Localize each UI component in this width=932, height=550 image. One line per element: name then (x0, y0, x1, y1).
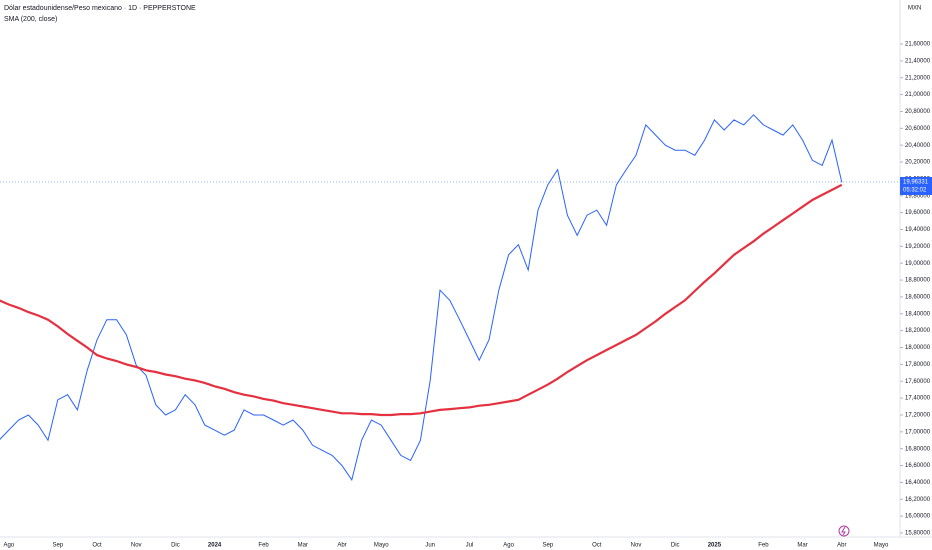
price-tag-countdown: 05:32:02 (903, 188, 927, 194)
y-tick-label: 19,80000 (905, 193, 931, 199)
x-tick-label: Feb (758, 543, 769, 549)
x-tick-label: Oct (592, 543, 602, 549)
y-tick-label: 17,00000 (905, 429, 931, 435)
price-tag-value: 19,96331 (903, 180, 929, 186)
event-icon (838, 525, 850, 537)
x-tick-label: 2025 (708, 543, 722, 549)
x-tick-label: Jul (466, 543, 474, 549)
y-tick-label: 19,00000 (905, 261, 931, 267)
sma-line (0, 183, 843, 417)
y-tick-label: 18,80000 (905, 278, 931, 284)
y-tick-label: 21,20000 (905, 75, 931, 81)
x-tick-label: Nov (131, 543, 142, 549)
indicator-label: SMA (200, close) (4, 16, 57, 23)
y-tick-label: 18,60000 (905, 295, 931, 301)
x-tick-label: Mayo (374, 543, 389, 549)
x-tick-label: Abr (337, 543, 346, 549)
plot (0, 114, 900, 482)
y-tick-label: 21,60000 (905, 42, 931, 48)
x-tick-label: Ago (503, 543, 514, 549)
y-tick-label: 15,80000 (905, 531, 931, 537)
y-tick-label: 20,40000 (905, 143, 931, 149)
x-tick-label: Nov (631, 543, 642, 549)
y-tick-label: 17,80000 (905, 362, 931, 368)
y-tick-label: 21,00000 (905, 92, 931, 98)
currency: MXN (908, 6, 921, 12)
y-tick-label: 17,60000 (905, 379, 931, 385)
y-tick-label: 19,60000 (905, 210, 931, 216)
y-tick-label: 16,80000 (905, 446, 931, 452)
x-tick-label: Jun (425, 543, 435, 549)
x-tick-label: Dic (671, 543, 680, 549)
x-tick-label: Abr (837, 543, 846, 549)
x-tick-label: 2024 (208, 543, 222, 549)
y-tick-label: 20,60000 (905, 126, 931, 132)
x-tick-label: Mayo (874, 543, 889, 549)
x-tick-label: Mar (298, 543, 308, 549)
y-tick-label: 16,40000 (905, 480, 931, 486)
x-tick-label: Sep (542, 543, 553, 549)
y-tick-label: 20,80000 (905, 109, 931, 115)
y-tick-label: 16,00000 (905, 514, 931, 520)
y-tick-label: 16,20000 (905, 497, 931, 503)
x-tick-label: Ago (3, 543, 14, 549)
y-tick-label: 17,20000 (905, 413, 931, 419)
y-tick-label: 17,40000 (905, 396, 931, 402)
x-tick-label: Feb (258, 543, 269, 549)
price-tag (900, 176, 932, 195)
y-tick-label: 19,20000 (905, 244, 931, 250)
y-tick-label: 16,60000 (905, 463, 931, 469)
x-tick-label: Sep (52, 543, 63, 549)
y-tick-label: 18,40000 (905, 311, 931, 317)
y-tick-label: 21,40000 (905, 58, 931, 64)
x-tick-label: Mar (797, 543, 807, 549)
y-tick-label: 18,20000 (905, 328, 931, 334)
y-tick-label: 19,40000 (905, 227, 931, 233)
chart-title: Dólar estadounidense/Peso mexicano · 1D … (4, 5, 196, 12)
x-tick-label: Oct (92, 543, 102, 549)
x-tick-label: Dic (171, 543, 180, 549)
y-tick-label: 18,00000 (905, 345, 931, 351)
y-tick-label: 20,20000 (905, 160, 931, 166)
